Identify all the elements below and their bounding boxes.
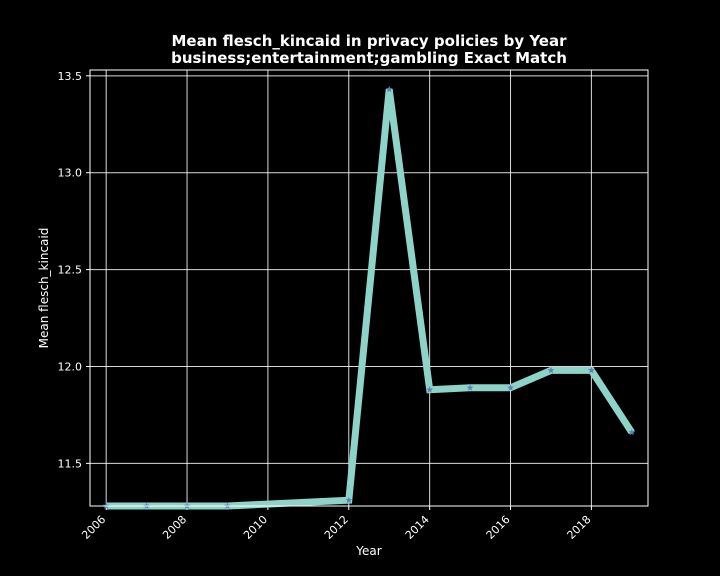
data-point-marker bbox=[547, 366, 555, 374]
data-point-marker bbox=[385, 85, 393, 93]
x-tick-label: 2008 bbox=[160, 513, 189, 542]
grid-layer bbox=[86, 70, 648, 510]
plot-frame bbox=[89, 69, 649, 507]
data-point-marker bbox=[426, 386, 434, 393]
series-line bbox=[106, 88, 635, 510]
chart-subtitle: business;entertainment;gambling Exact Ma… bbox=[171, 49, 567, 67]
y-axis-label: Mean flesch_kincaid bbox=[37, 228, 51, 349]
data-point-marker bbox=[507, 384, 514, 391]
y-tick-label: 13.5 bbox=[58, 70, 83, 83]
x-axis-label: Year bbox=[355, 544, 381, 558]
x-tick-label: 2010 bbox=[241, 513, 270, 542]
x-tick-label: 2014 bbox=[403, 513, 432, 542]
data-point-marker bbox=[587, 366, 595, 374]
data-point-marker bbox=[466, 384, 474, 391]
data-point-marker bbox=[628, 428, 636, 436]
y-tick-label: 12.5 bbox=[58, 264, 83, 277]
x-tick-label: 2018 bbox=[565, 513, 594, 542]
y-tick-label: 12.0 bbox=[58, 360, 83, 373]
chart-title: Mean flesch_kincaid in privacy policies … bbox=[171, 32, 567, 50]
y-tick-label: 13.0 bbox=[58, 167, 83, 180]
y-tick-labels: 11.5 12.0 12.5 13.0 13.5 bbox=[58, 70, 83, 471]
series-layer bbox=[102, 85, 636, 510]
x-tick-labels: 2006 2008 2010 2012 2014 2016 2018 bbox=[79, 513, 593, 542]
data-point-marker bbox=[345, 496, 353, 504]
x-tick-label: 2006 bbox=[79, 513, 108, 542]
y-tick-label: 11.5 bbox=[58, 457, 83, 470]
x-tick-label: 2012 bbox=[322, 513, 351, 542]
x-tick-label: 2016 bbox=[484, 513, 513, 542]
